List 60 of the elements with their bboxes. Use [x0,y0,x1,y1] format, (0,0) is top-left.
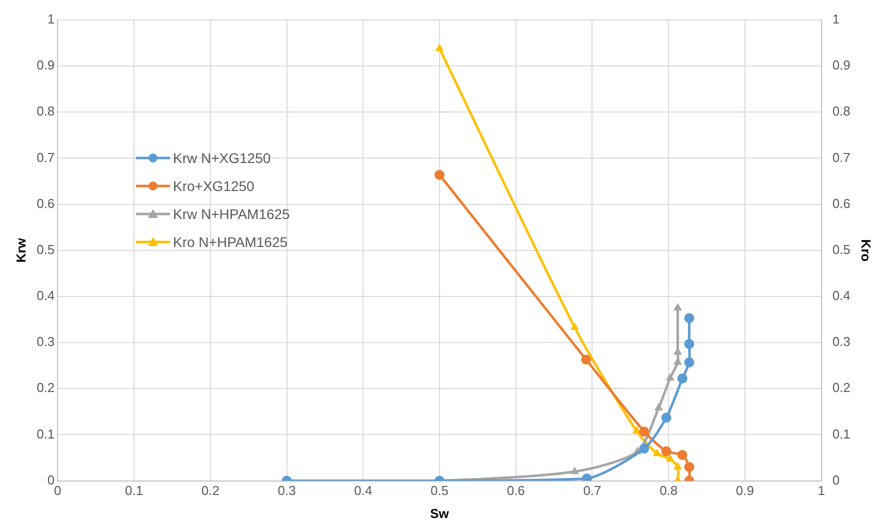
y-tick-label: 0.7 [36,150,55,165]
y2-axis-title: Kro [858,239,874,262]
y2-tick-label: 0.2 [832,380,850,396]
x-tick-label: 1 [818,483,825,498]
point [652,448,662,456]
y2-tick-label: 0.3 [832,334,850,350]
y2-tick-label: 0 [832,472,840,488]
y2-tick-label: 0.8 [832,104,850,119]
point [684,338,694,349]
y2-tick-label: 0.9 [832,58,850,73]
point [639,426,650,436]
point [684,462,694,472]
point [677,450,688,460]
point [673,462,682,470]
legend-label: Kro+XG1250 [173,178,254,194]
y-tick-label: 0.4 [36,288,55,304]
y2-tick-label: 0.1 [832,426,850,442]
legend-label: Krw N+HPAM1625 [173,206,290,222]
legend-label: Krw N+XG1250 [173,150,271,166]
y-tick-label: 0.8 [36,104,55,119]
legend-label: Kro N+HPAM1625 [173,234,288,250]
y-tick-label: 0.9 [36,58,55,73]
point [570,322,579,330]
y2-tick-label: 0.7 [832,150,850,165]
x-tick-label: 0.5 [430,483,449,498]
x-tick-label: 0.6 [506,483,525,498]
point [639,444,650,454]
point [673,303,682,310]
point [654,402,663,410]
point [684,357,694,368]
y-tick-label: 1 [47,12,55,27]
point [581,354,592,365]
y-tick-label: 0 [47,472,55,488]
y-tick-label: 0.2 [36,380,55,396]
y2-tick-label: 0.6 [832,196,850,211]
point [434,170,444,180]
point [661,446,672,456]
x-tick-label: 0.2 [201,483,220,498]
x-axis-title: Sw [430,506,450,521]
point [661,412,672,423]
x-tick-label: 0.1 [125,483,144,498]
x-tick-label: 0.3 [278,483,296,498]
point [666,454,674,462]
point [570,466,579,474]
y2-tick-label: 1 [832,12,840,27]
y-tick-label: 0.3 [36,334,55,350]
y-tick-label: 0.6 [36,196,55,211]
x-tick-label: 0.4 [354,483,372,498]
point [435,44,444,52]
y2-tick-label: 0.4 [832,288,850,304]
y2-tick-label: 0.5 [832,242,850,257]
point [677,374,688,384]
y-tick-label: 0.5 [36,242,55,257]
x-tick-label: 0.8 [660,483,678,498]
point [684,313,694,324]
y-axis-title: Krw [13,237,28,263]
x-tick-label: 0.9 [736,483,754,498]
y-tick-label: 0.1 [36,426,55,442]
point [666,373,674,381]
x-tick-label: 0.7 [583,483,602,498]
